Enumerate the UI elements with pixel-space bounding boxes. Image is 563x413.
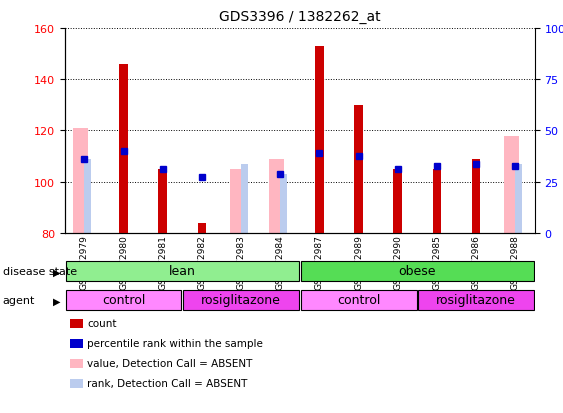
Bar	[65, 261, 299, 282]
Bar	[73, 128, 88, 233]
Text: agent: agent	[3, 296, 35, 306]
Bar	[84, 159, 91, 233]
Bar	[394, 169, 402, 233]
Text: percentile rank within the sample: percentile rank within the sample	[87, 338, 263, 348]
Bar	[280, 175, 287, 233]
Bar	[119, 65, 128, 233]
Title: GDS3396 / 1382262_at: GDS3396 / 1382262_at	[219, 10, 381, 24]
Bar	[315, 47, 324, 233]
Text: ▶: ▶	[53, 296, 61, 306]
Bar	[269, 159, 284, 233]
Bar	[65, 290, 181, 311]
Bar	[472, 159, 480, 233]
Bar	[504, 136, 519, 233]
Bar	[301, 290, 417, 311]
Text: rosiglitazone: rosiglitazone	[201, 294, 281, 306]
Bar	[354, 106, 363, 233]
Bar	[240, 164, 248, 233]
Bar	[198, 223, 206, 233]
Text: control: control	[337, 294, 380, 306]
Bar	[432, 169, 441, 233]
Text: lean: lean	[169, 265, 196, 278]
Bar	[158, 169, 167, 233]
Bar	[301, 261, 534, 282]
Bar	[183, 290, 299, 311]
Bar	[230, 169, 245, 233]
Text: rosiglitazone: rosiglitazone	[436, 294, 516, 306]
Text: disease state: disease state	[3, 267, 77, 277]
Text: value, Detection Call = ABSENT: value, Detection Call = ABSENT	[87, 358, 253, 368]
Text: obese: obese	[399, 265, 436, 278]
Text: count: count	[87, 318, 117, 328]
Text: rank, Detection Call = ABSENT: rank, Detection Call = ABSENT	[87, 378, 248, 388]
Bar	[515, 164, 522, 233]
Bar	[418, 290, 534, 311]
Text: control: control	[102, 294, 145, 306]
Text: ▶: ▶	[53, 267, 61, 277]
